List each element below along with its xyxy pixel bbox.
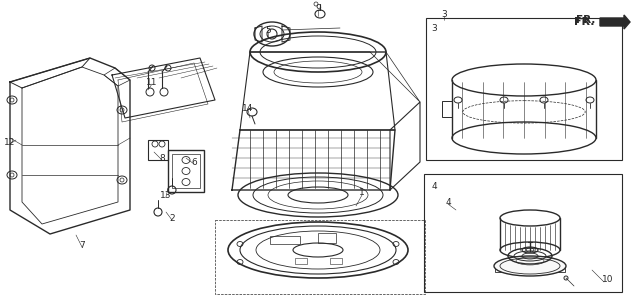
Bar — [426, 18, 622, 160]
Bar — [495, 266, 505, 272]
Text: 9: 9 — [315, 3, 321, 13]
Text: 10: 10 — [602, 275, 614, 285]
Bar — [424, 174, 622, 292]
Text: 3: 3 — [441, 10, 447, 18]
Text: 4: 4 — [445, 197, 451, 206]
Bar — [215, 220, 425, 294]
Text: 14: 14 — [243, 103, 253, 112]
Text: 7: 7 — [79, 241, 85, 249]
Text: 2: 2 — [169, 213, 175, 222]
Polygon shape — [600, 15, 630, 29]
Bar — [318, 233, 336, 243]
Text: 13: 13 — [160, 191, 172, 200]
Bar — [295, 258, 307, 264]
Bar — [168, 150, 204, 192]
Text: 6: 6 — [191, 157, 197, 167]
Bar — [148, 140, 168, 160]
Bar — [330, 258, 342, 264]
Text: 4: 4 — [431, 181, 437, 191]
Text: FR.: FR. — [573, 17, 595, 27]
Ellipse shape — [494, 256, 566, 276]
Text: 8: 8 — [159, 153, 165, 163]
Text: 12: 12 — [4, 137, 16, 147]
Bar — [172, 154, 200, 188]
Text: FR.: FR. — [576, 15, 596, 25]
Bar — [270, 236, 300, 244]
Text: 11: 11 — [147, 78, 157, 87]
Text: 3: 3 — [431, 23, 437, 33]
Bar — [555, 266, 565, 272]
Bar — [442, 101, 452, 117]
Text: 1: 1 — [359, 188, 365, 197]
Text: 5: 5 — [265, 26, 271, 34]
